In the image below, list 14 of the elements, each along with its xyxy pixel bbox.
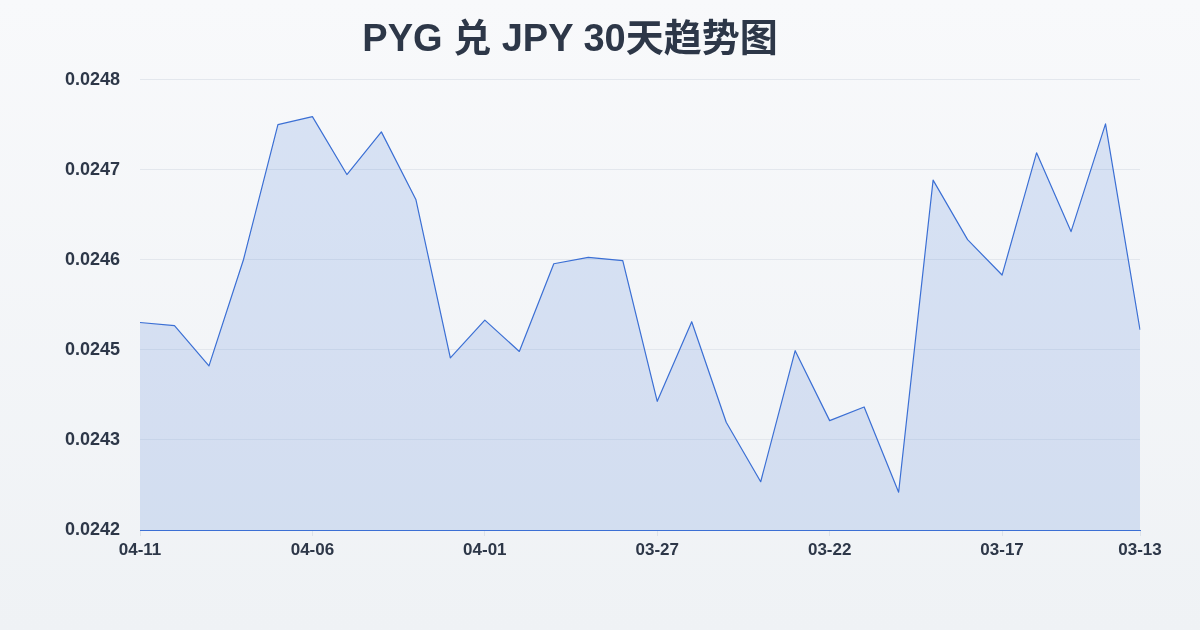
y-tick-label: 0.0245 [64, 338, 120, 359]
x-tick-label: 03-13 [1118, 539, 1162, 559]
x-tick-label: 03-17 [980, 539, 1024, 559]
y-tick-label: 0.0247 [64, 158, 120, 179]
y-tick-label: 0.0242 [64, 518, 120, 539]
y-tick-label: 0.0246 [64, 248, 120, 269]
x-tick-label: 04-01 [463, 539, 507, 559]
y-tick-label: 0.0243 [64, 428, 120, 449]
x-tick-label: 03-22 [807, 539, 852, 559]
y-tick-label: 0.0248 [64, 68, 120, 89]
x-tick-label: 04-11 [118, 539, 162, 559]
chart-title: PYG 兑 JPY 30天趋势图 [362, 17, 778, 60]
x-tick-label: 03-27 [635, 539, 679, 559]
x-tick-label: 04-06 [290, 539, 335, 559]
